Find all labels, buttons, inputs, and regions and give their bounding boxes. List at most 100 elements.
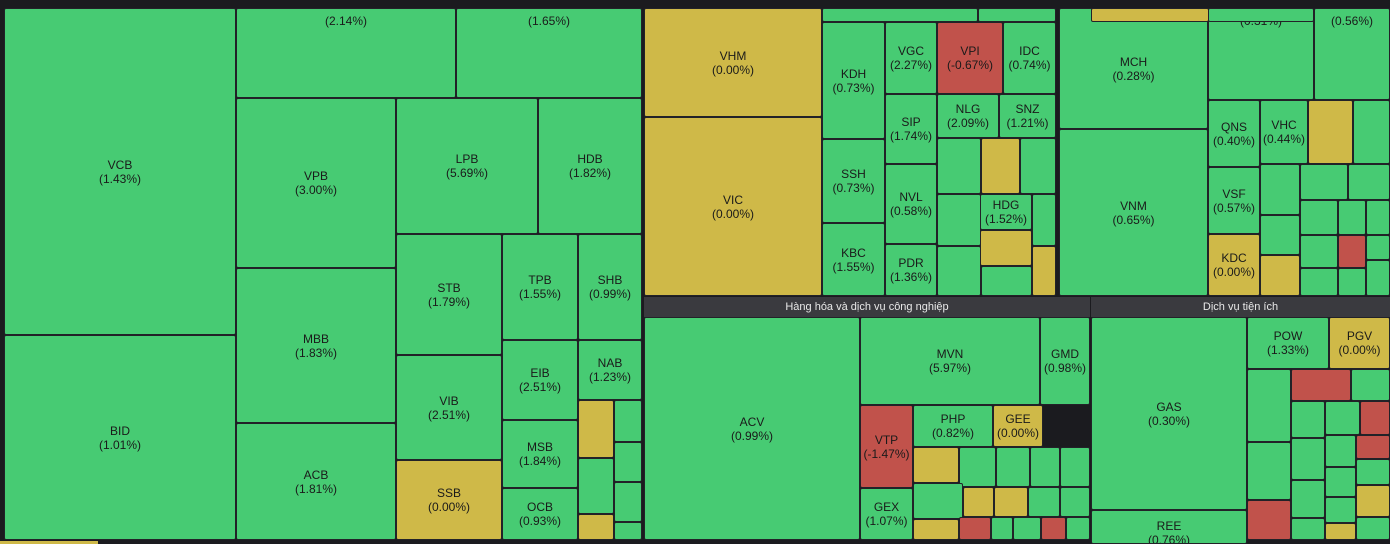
stock-tile-tpb[interactable]: TPB (1.55%)	[502, 234, 578, 340]
stock-tile-mch[interactable]: MCH (0.28%)	[1059, 8, 1208, 129]
small-stock-tile[interactable]	[578, 514, 614, 540]
small-stock-tile[interactable]	[1041, 517, 1066, 540]
small-stock-tile[interactable]	[614, 482, 642, 522]
small-stock-tile[interactable]	[1300, 200, 1338, 235]
small-stock-tile[interactable]	[1247, 500, 1291, 540]
stock-tile-eib[interactable]: EIB (2.51%)	[502, 340, 578, 420]
stock-tile-gex[interactable]: GEX (1.07%)	[860, 488, 913, 540]
small-stock-tile[interactable]	[1351, 369, 1390, 401]
small-stock-tile[interactable]	[1348, 164, 1390, 200]
small-stock-tile[interactable]	[1360, 401, 1390, 435]
stock-tile-kdh[interactable]: KDH (0.73%)	[822, 22, 885, 139]
stock-tile-acv[interactable]: ACV (0.99%)	[644, 317, 860, 540]
small-stock-tile[interactable]	[959, 447, 996, 487]
stock-tile-vhm[interactable]: VHM (0.00%)	[644, 8, 822, 117]
small-stock-tile[interactable]	[1260, 255, 1300, 296]
stock-tile-snz[interactable]: SNZ (1.21%)	[999, 94, 1056, 138]
small-stock-tile[interactable]	[1353, 100, 1390, 164]
stock-tile-hdg[interactable]: HDG (1.52%)	[980, 194, 1032, 230]
stock-tile-nvl[interactable]: NVL (0.58%)	[885, 164, 937, 244]
stock-tile-ssh[interactable]: SSH (0.73%)	[822, 139, 885, 223]
small-stock-tile[interactable]	[1028, 487, 1060, 517]
small-stock-tile[interactable]	[1060, 447, 1090, 487]
stock-tile-kdc[interactable]: KDC (0.00%)	[1208, 234, 1260, 296]
stock-tile-tcb[interactable]: (1.65%)	[456, 8, 642, 98]
stock-tile-vsf[interactable]: VSF (0.57%)	[1208, 167, 1260, 234]
small-stock-tile[interactable]	[980, 230, 1032, 266]
small-stock-tile[interactable]	[981, 266, 1032, 296]
stock-tile-mvn[interactable]: MVN (5.97%)	[860, 317, 1040, 405]
small-stock-tile[interactable]	[614, 400, 642, 442]
stock-tile-idc[interactable]: IDC (0.74%)	[1003, 22, 1056, 94]
small-stock-tile[interactable]	[937, 138, 981, 194]
small-stock-tile[interactable]	[981, 138, 1020, 194]
stock-tile-mbb[interactable]: MBB (1.83%)	[236, 268, 396, 423]
small-stock-tile[interactable]	[1291, 401, 1325, 438]
small-stock-tile[interactable]	[1066, 517, 1090, 540]
small-stock-tile[interactable]	[1356, 435, 1390, 459]
stock-tile-ctg[interactable]: (2.14%)	[236, 8, 456, 98]
small-stock-tile[interactable]	[1260, 164, 1300, 215]
stock-tile-qns[interactable]: QNS (0.40%)	[1208, 100, 1260, 167]
stock-tile-gas[interactable]: GAS (0.30%)	[1091, 317, 1247, 510]
small-stock-tile[interactable]	[959, 517, 991, 540]
small-stock-tile[interactable]	[937, 194, 981, 246]
stock-tile-shb[interactable]: SHB (0.99%)	[578, 234, 642, 340]
small-stock-tile[interactable]	[1300, 164, 1348, 200]
stock-tile-vtp[interactable]: VTP (-1.47%)	[860, 405, 913, 488]
stock-tile-hdb[interactable]: HDB (1.82%)	[538, 98, 642, 234]
small-stock-tile[interactable]	[614, 442, 642, 482]
stock-tile-gmd[interactable]: GMD (0.98%)	[1040, 317, 1090, 405]
small-stock-tile[interactable]	[1060, 487, 1090, 517]
stock-tile-sab[interactable]: (0.56%)	[1314, 8, 1390, 100]
stock-tile-msb[interactable]: MSB (1.84%)	[502, 420, 578, 488]
small-stock-tile[interactable]	[1247, 442, 1291, 500]
stock-tile-nlg[interactable]: NLG (2.09%)	[937, 94, 999, 138]
stock-tile-vgc[interactable]: VGC (2.27%)	[885, 22, 937, 94]
stock-tile-nab[interactable]: NAB (1.23%)	[578, 340, 642, 400]
small-stock-tile[interactable]	[1260, 215, 1300, 255]
small-stock-tile[interactable]	[937, 246, 981, 296]
stock-tile-ssb[interactable]: SSB (0.00%)	[396, 460, 502, 540]
stock-tile-vib[interactable]: VIB (2.51%)	[396, 355, 502, 460]
stock-tile-vhc[interactable]: VHC (0.44%)	[1260, 100, 1308, 164]
small-stock-tile[interactable]	[1208, 8, 1314, 22]
small-stock-tile[interactable]	[1366, 200, 1390, 235]
stock-tile-bid[interactable]: BID (1.01%)	[4, 335, 236, 540]
stock-tile-kbc[interactable]: KBC (1.55%)	[822, 223, 885, 296]
small-stock-tile[interactable]	[991, 517, 1013, 540]
stock-tile-sip[interactable]: SIP (1.74%)	[885, 94, 937, 164]
small-stock-tile[interactable]	[913, 447, 959, 483]
small-stock-tile[interactable]	[1300, 268, 1338, 296]
stock-tile-gee[interactable]: GEE (0.00%)	[993, 405, 1043, 447]
stock-tile-vcb[interactable]: VCB (1.43%)	[4, 8, 236, 335]
small-stock-tile[interactable]	[1366, 235, 1390, 260]
stock-tile-pdr[interactable]: PDR (1.36%)	[885, 244, 937, 296]
small-stock-tile[interactable]	[1338, 200, 1366, 235]
small-stock-tile[interactable]	[994, 487, 1028, 517]
stock-tile-pow[interactable]: POW (1.33%)	[1247, 317, 1329, 369]
small-stock-tile[interactable]	[1300, 235, 1338, 268]
small-stock-tile[interactable]	[1013, 517, 1041, 540]
stock-tile-vic[interactable]: VIC (0.00%)	[644, 117, 822, 296]
stock-tile-ocb[interactable]: OCB (0.93%)	[502, 488, 578, 540]
small-stock-tile[interactable]	[1032, 194, 1056, 246]
stock-tile-vpb[interactable]: VPB (3.00%)	[236, 98, 396, 268]
small-stock-tile[interactable]	[963, 487, 994, 517]
stock-tile-acb[interactable]: ACB (1.81%)	[236, 423, 396, 540]
stock-tile-pgv[interactable]: PGV (0.00%)	[1329, 317, 1390, 369]
stock-tile-vpi[interactable]: VPI (-0.67%)	[937, 22, 1003, 94]
small-stock-tile[interactable]	[1325, 467, 1356, 497]
small-stock-tile[interactable]	[913, 483, 963, 519]
small-stock-tile[interactable]	[1020, 138, 1056, 194]
stock-tile-php[interactable]: PHP (0.82%)	[913, 405, 993, 447]
small-stock-tile[interactable]	[1356, 459, 1390, 485]
stock-tile-vnm[interactable]: VNM (0.65%)	[1059, 129, 1208, 296]
small-stock-tile[interactable]	[996, 447, 1030, 487]
small-stock-tile[interactable]	[1356, 485, 1390, 517]
small-stock-tile[interactable]	[1338, 235, 1366, 268]
small-stock-tile[interactable]	[1091, 8, 1209, 22]
small-stock-tile[interactable]	[578, 458, 614, 514]
small-stock-tile[interactable]	[1291, 438, 1325, 480]
small-stock-tile[interactable]	[913, 519, 959, 540]
